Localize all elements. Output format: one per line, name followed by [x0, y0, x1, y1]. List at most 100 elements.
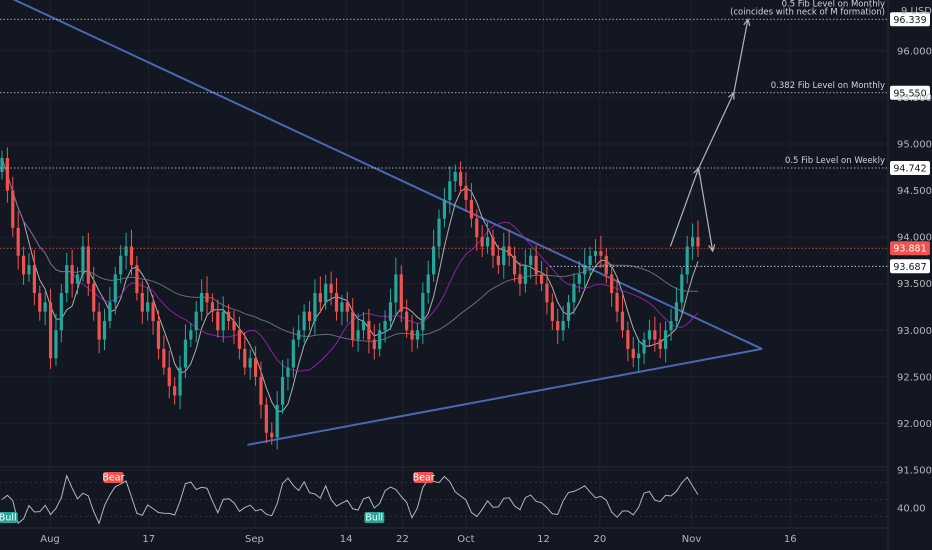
- candle-body: [507, 246, 511, 256]
- candle-body: [631, 348, 635, 359]
- candle-body: [459, 171, 463, 186]
- candle-body: [237, 330, 241, 349]
- candle-body: [194, 311, 198, 331]
- candle-body: [345, 302, 349, 312]
- x-tick-label: 12: [537, 534, 550, 545]
- projection-segment: [698, 92, 735, 169]
- rsi-bull-signal: [0, 512, 18, 523]
- candle-body: [523, 265, 527, 284]
- candle-body: [92, 283, 96, 312]
- projection-path: [669, 17, 751, 253]
- ma-mid-line: [1, 157, 699, 372]
- price-levels: 96.339 0.5 Fib Level on Monthly(coincides…: [0, 0, 930, 274]
- trendline-ascending-support: [247, 347, 763, 446]
- level-price-tag: [890, 85, 930, 100]
- candle-body: [43, 302, 47, 312]
- level-price-label: 93.881: [893, 244, 926, 255]
- level-annotation: 0.5 Fib Level on Monthly: [782, 0, 885, 9]
- y-tick-label: 91.500: [897, 466, 932, 477]
- level-annotation: 0.382 Fib Level on Monthly: [771, 81, 885, 91]
- candle-body: [210, 302, 215, 312]
- candle-body: [232, 320, 236, 331]
- candle-body: [259, 376, 263, 405]
- candle-body: [275, 404, 279, 438]
- rsi-bear-signal: [103, 472, 124, 483]
- candle-body: [432, 246, 436, 275]
- candle-body: [167, 367, 171, 387]
- rsi-bear-signal: [413, 472, 434, 483]
- candle-body: [248, 358, 252, 368]
- candle-body: [475, 218, 479, 238]
- candle-body: [642, 339, 646, 354]
- candle-body: [27, 265, 31, 275]
- candle-body: [620, 311, 625, 331]
- candle-body: [86, 246, 90, 284]
- x-tick-label: 22: [396, 534, 409, 545]
- candle-body: [361, 320, 366, 331]
- projection-segment: [669, 168, 700, 247]
- candle-body: [324, 283, 328, 303]
- candle-body: [140, 293, 144, 312]
- candle-body: [550, 302, 554, 321]
- x-tick-label: Aug: [40, 534, 60, 545]
- y-tick-label: 94.500: [897, 186, 932, 197]
- candle-body: [113, 274, 117, 303]
- candle-body: [102, 320, 107, 340]
- candle-body: [227, 311, 231, 321]
- candle-body: [129, 246, 134, 266]
- candle-body: [583, 265, 587, 275]
- x-tick-label: 14: [340, 534, 353, 545]
- candle-body: [307, 311, 312, 321]
- candle-body: [16, 227, 20, 256]
- x-tick-label: 20: [594, 534, 607, 545]
- level-price-label: 95.550: [893, 88, 926, 99]
- y-tick-label: 93.500: [897, 279, 932, 290]
- level-price-tag: [890, 161, 930, 176]
- candle-body: [162, 348, 166, 368]
- rsi-signal-label: Bear: [413, 473, 435, 484]
- rsi-line: [1, 474, 699, 525]
- candle-body: [588, 255, 592, 266]
- y-tick-label: 92.000: [897, 419, 932, 430]
- rsi-signal-label: Bear: [102, 473, 124, 484]
- candle-body: [302, 311, 306, 331]
- level-price-label: 93.687: [893, 262, 926, 273]
- candle-body: [221, 311, 225, 331]
- candle-body: [496, 255, 500, 266]
- candle-body: [108, 302, 112, 321]
- candle-body: [658, 339, 662, 349]
- candle-body: [593, 251, 598, 256]
- y-tick-label: 93.000: [897, 326, 932, 337]
- grid: [0, 0, 888, 528]
- candle-body: [539, 274, 544, 284]
- candle-body: [491, 237, 495, 256]
- moving-averages: [1, 157, 699, 412]
- candle-body: [604, 255, 608, 275]
- y-tick-label: 92.500: [897, 372, 932, 383]
- rsi-signal-label: Bull: [365, 513, 383, 524]
- ma-fast-line: [1, 157, 699, 412]
- projection-segment: [733, 19, 749, 93]
- candle-body: [21, 255, 26, 275]
- candle-body: [313, 293, 317, 321]
- candle-body: [647, 330, 652, 340]
- candle-body: [65, 265, 69, 294]
- candle-body: [680, 274, 684, 303]
- candle-body: [0, 157, 4, 172]
- candle-body: [566, 302, 571, 321]
- candle-body: [561, 320, 565, 331]
- candle-body: [529, 255, 533, 266]
- trendline-descending-resistance: [12, 0, 763, 350]
- rsi-panel: 40.00 Bear Bear Bull Bull: [0, 472, 926, 525]
- candle-body: [383, 320, 387, 331]
- candle-body: [415, 330, 420, 340]
- rsi-signal-label: Bull: [0, 513, 17, 524]
- rsi-tick-label: 40.00: [897, 504, 926, 515]
- candle-body: [556, 320, 560, 331]
- x-tick-label: Oct: [457, 534, 474, 545]
- candle-body: [512, 255, 517, 275]
- candle-body: [178, 367, 182, 396]
- y-tick-label: 94.000: [897, 233, 932, 244]
